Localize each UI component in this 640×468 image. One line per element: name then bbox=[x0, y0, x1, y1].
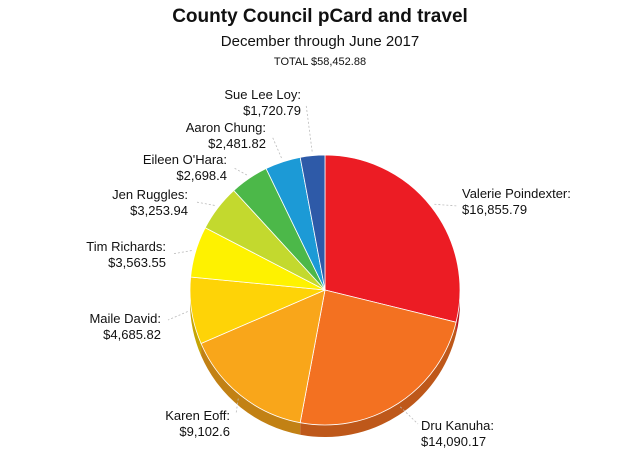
label-leader-1 bbox=[400, 406, 419, 425]
slice-label-value: $3,253.94 bbox=[130, 203, 188, 218]
slice-label-value: $14,090.17 bbox=[421, 434, 486, 449]
chart-total: TOTAL $58,452.88 bbox=[273, 56, 367, 68]
pie-slice-2 bbox=[200, 289, 326, 424]
chart-title: County Council pCard and travel bbox=[172, 6, 468, 27]
slice-label-name: Aaron Chung: bbox=[186, 120, 266, 135]
slice-label-name: Sue Lee Loy: bbox=[224, 87, 301, 102]
slice-label-name: Valerie Poindexter: bbox=[462, 186, 571, 201]
pie-side-walls bbox=[190, 290, 460, 437]
pie-side-1 bbox=[300, 322, 457, 437]
chart-subtitle: December through June 2017 bbox=[220, 33, 420, 50]
slice-label-value: $1,720.79 bbox=[243, 103, 301, 118]
label-leader-6 bbox=[233, 167, 248, 176]
pie-slice-1 bbox=[299, 289, 457, 426]
label-leader-5 bbox=[195, 201, 215, 206]
label-leader-2 bbox=[235, 398, 239, 415]
slice-label-name: Dru Kanuha: bbox=[421, 418, 494, 433]
slice-label-value: $2,481.82 bbox=[208, 136, 266, 151]
slice-label-value: $16,855.79 bbox=[462, 202, 527, 217]
pie-side-3 bbox=[190, 290, 202, 356]
slice-label-value: $3,563.55 bbox=[108, 255, 166, 270]
label-leader-4 bbox=[171, 250, 192, 255]
slice-label-value: $9,102.6 bbox=[179, 424, 230, 439]
pie-slice-8 bbox=[299, 154, 326, 291]
slice-label-name: Maile David: bbox=[89, 311, 161, 326]
slice-label-name: Tim Richards: bbox=[86, 239, 166, 254]
slice-label-value: $4,685.82 bbox=[103, 327, 161, 342]
slice-label-name: Eileen O'Hara: bbox=[143, 152, 227, 167]
pie-side-2 bbox=[201, 343, 301, 435]
slice-label-name: Jen Ruggles: bbox=[112, 187, 188, 202]
slice-label-value: $2,698.4 bbox=[176, 168, 227, 183]
label-leader-3 bbox=[167, 311, 188, 321]
slice-label-name: Karen Eoff: bbox=[165, 408, 230, 423]
label-leader-0 bbox=[434, 203, 459, 207]
label-leader-8 bbox=[305, 103, 313, 152]
pie-slice-0 bbox=[324, 154, 461, 323]
label-leader-7 bbox=[271, 135, 282, 159]
pie-side-0 bbox=[456, 290, 460, 335]
